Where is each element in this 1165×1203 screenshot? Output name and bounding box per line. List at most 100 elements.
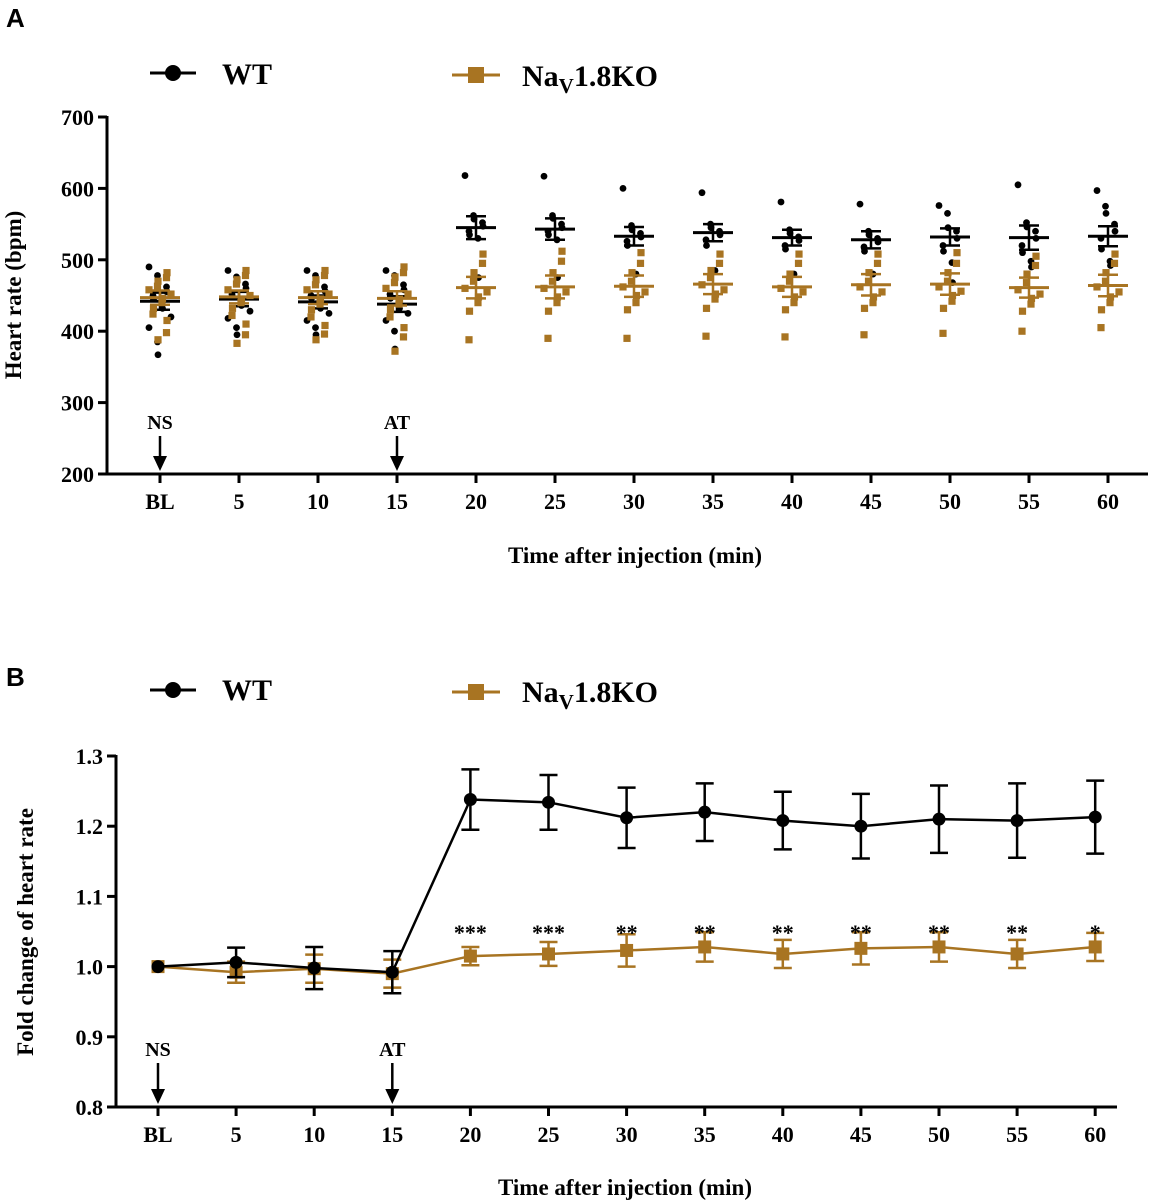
b-ytick-label-4: 1.2: [76, 814, 104, 839]
a-ko-point-1-10: [242, 320, 250, 328]
panel-a-letter: A: [6, 3, 25, 33]
a-wt-point-2-0: [303, 267, 311, 274]
a-ko-point-0-10: [163, 316, 171, 325]
a-wt-point-1-11: [233, 324, 240, 332]
a-ko-point-11-9: [1018, 327, 1026, 335]
a-ko-point-12-9: [1097, 324, 1105, 332]
a-wt-point-6-0: [619, 185, 627, 192]
a-ko-point-1-8: [228, 304, 237, 312]
a-ko-point-8-3: [785, 277, 794, 285]
a-ko-point-6-3: [627, 277, 636, 285]
a-wt-point-10-6: [940, 247, 947, 255]
a-ko-point-5-6: [553, 293, 562, 301]
b-significance-9: **: [850, 920, 872, 945]
a-ko-point-9-4: [856, 283, 864, 291]
a-ytick-label-0: 200: [61, 462, 94, 487]
b-wt-point-5: [542, 795, 555, 809]
a-ko-point-10-7: [948, 297, 956, 305]
a-ko-point-4-8: [465, 307, 474, 315]
a-ko-point-4-9: [465, 336, 473, 344]
a-ko-point-0-8: [149, 304, 158, 312]
a-ko-point-2-0: [321, 266, 329, 275]
a-ko-point-3-4: [382, 284, 390, 292]
a-xtick-label-8: 40: [781, 489, 803, 514]
a-ko-point-7-0: [716, 250, 724, 258]
a-ytick-label-4: 600: [61, 176, 94, 201]
legend-a-ko-label-sub: V: [559, 74, 574, 98]
b-annotation-arrow-head-1: [385, 1089, 400, 1104]
b-significance-12: *: [1090, 920, 1101, 945]
a-ko-point-0-4: [145, 286, 153, 294]
a-ko-point-12-2: [1102, 269, 1110, 277]
a-ko-point-0-5: [167, 290, 175, 298]
a-ko-point-0-12: [154, 336, 162, 344]
a-xtick-label-5: 25: [544, 489, 566, 514]
b-annotation-arrow-head-0: [151, 1089, 165, 1104]
a-wt-point-10-1: [944, 209, 951, 217]
b-ytick-label-5: 1.3: [76, 744, 104, 769]
b-wt-point-7: [698, 805, 712, 819]
a-ko-point-2-1: [320, 271, 329, 280]
a-ko-point-6-7: [632, 299, 640, 307]
a-ko-point-2-3: [311, 281, 320, 289]
a-ko-point-0-9: [149, 310, 157, 318]
a-ko-point-8-2: [786, 270, 794, 278]
a-ko-point-9-9: [860, 331, 868, 339]
a-ko-point-12-7: [1106, 299, 1114, 307]
a-ko-point-5-1: [557, 257, 566, 265]
b-ko-point-8: [776, 947, 790, 961]
legend-b-ko-label-after: 1.8KO: [574, 676, 658, 709]
b-ko-point-7: [698, 940, 712, 954]
b-xtick-label-12: 60: [1084, 1122, 1106, 1147]
a-wt-point-12-2: [1102, 209, 1110, 217]
panel-a: A WT NaV1.8KO Heart rate (bpm) Time afte…: [1, 3, 1148, 568]
a-ko-point-8-0: [795, 250, 803, 258]
a-ko-point-10-3: [943, 277, 952, 285]
a-ko-point-11-3: [1022, 279, 1031, 287]
a-wt-point-11-3: [1032, 227, 1039, 235]
b-xtick-label-8: 40: [772, 1122, 794, 1147]
a-ko-point-2-10: [321, 321, 329, 330]
a-ko-point-4-1: [478, 259, 487, 267]
a-ko-point-12-1: [1110, 259, 1119, 267]
b-wt-point-1: [229, 955, 243, 969]
a-ko-point-3-3: [390, 279, 399, 287]
panel-a-xlabel: Time after injection (min): [508, 543, 762, 568]
b-xtick-label-10: 50: [928, 1122, 950, 1147]
a-ko-point-2-5: [325, 290, 333, 298]
a-ko-point-9-7: [869, 299, 877, 307]
a-ko-point-5-3: [548, 277, 557, 285]
a-ko-point-12-8: [1097, 306, 1106, 314]
b-significance-7: **: [694, 920, 716, 945]
a-ko-point-3-0: [400, 263, 408, 271]
a-ko-point-10-0: [953, 249, 961, 257]
a-wt-point-2-11: [312, 324, 319, 332]
a-ko-point-11-7: [1027, 300, 1035, 308]
a-ko-point-0-7: [158, 299, 166, 307]
a-wt-point-1-12: [233, 331, 241, 339]
legend-b-ko-label-sub: V: [559, 690, 574, 714]
a-wt-point-1-9: [246, 307, 254, 315]
a-wt-point-7-0: [698, 189, 706, 197]
a-ko-point-7-7: [711, 295, 719, 303]
panel-b-axes: 0.8 0.9 1.0 1.1 1.2 1.3 BL 5 10 15 20 25 30 35 40 45 50 5…: [76, 744, 1117, 1147]
a-annotation-arrow-head-1: [390, 456, 404, 471]
a-series-wt: [140, 172, 1128, 359]
a-ko-point-8-5: [799, 288, 807, 296]
a-wt-point-0-0: [145, 263, 153, 271]
a-wt-point-9-0: [856, 200, 864, 208]
a-ko-point-3-8: [386, 306, 395, 314]
legend-a-wt-label: WT: [222, 58, 272, 91]
a-annotation-label-0: NS: [147, 412, 173, 434]
a-wt-point-3-11: [391, 327, 398, 335]
a-ko-point-10-8: [939, 304, 948, 312]
a-ko-point-9-6: [869, 293, 878, 301]
a-ko-point-12-0: [1111, 250, 1119, 258]
b-ko-point-6: [620, 943, 634, 957]
a-xtick-label-2: 10: [307, 489, 329, 514]
b-significance-4: ***: [454, 920, 487, 945]
legend-b-ko: NaV1.8KO: [452, 676, 658, 714]
legend-b-wt-marker: [165, 682, 181, 698]
panel-b-significance: *** *** ** ** ** ** ** ** *: [454, 920, 1101, 945]
a-wt-point-1-0: [224, 267, 232, 274]
